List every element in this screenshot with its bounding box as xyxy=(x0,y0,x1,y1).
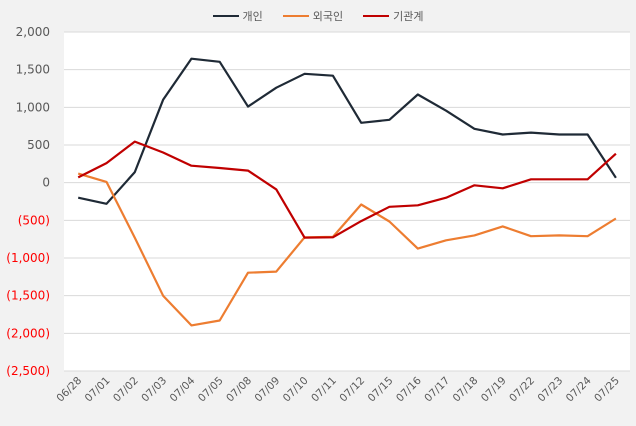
y-tick-label: (2,500) xyxy=(6,364,50,378)
x-tick-label: 07/23 xyxy=(535,375,565,405)
x-tick-label: 07/11 xyxy=(309,375,339,405)
series-line-외국인 xyxy=(77,172,617,327)
legend-swatch-icon xyxy=(212,15,239,17)
legend-label: 외국인 xyxy=(312,10,344,23)
legend-swatch-icon xyxy=(363,15,390,17)
y-tick-label: (500) xyxy=(18,213,50,227)
x-tick-label: 07/24 xyxy=(564,374,594,404)
x-tick-label: 07/04 xyxy=(168,374,198,404)
x-tick-label: 07/18 xyxy=(451,375,481,405)
legend-label: 기관계 xyxy=(393,10,424,23)
legend-item: 외국인 xyxy=(282,8,344,24)
y-tick-label: 1,500 xyxy=(16,63,50,77)
x-tick-label: 07/10 xyxy=(281,375,311,405)
y-tick-label: 2,000 xyxy=(16,25,50,39)
legend-label: 개인 xyxy=(242,10,263,23)
legend-swatch-icon xyxy=(282,15,309,17)
x-tick-label: 07/02 xyxy=(111,375,141,405)
x-tick-label: 07/17 xyxy=(422,375,452,405)
x-tick-label: 07/09 xyxy=(252,375,282,405)
x-tick-label: 07/22 xyxy=(507,375,537,405)
y-tick-label: (1,500) xyxy=(6,289,50,303)
y-tick-label: (1,000) xyxy=(6,251,50,265)
x-tick-label: 07/05 xyxy=(196,375,226,405)
series-line-기관계 xyxy=(77,140,617,239)
x-tick-label: 07/03 xyxy=(139,375,169,405)
x-tick-label: 07/08 xyxy=(224,375,254,405)
series-line-개인 xyxy=(77,57,617,205)
y-tick-label: (2,000) xyxy=(6,326,50,340)
x-tick-label: 07/16 xyxy=(394,374,424,404)
x-tick-label: 07/01 xyxy=(83,375,113,405)
y-tick-label: 500 xyxy=(27,138,50,152)
y-tick-label: 1,000 xyxy=(16,100,50,114)
x-tick-label: 07/25 xyxy=(592,375,622,405)
plot-area xyxy=(64,32,630,371)
x-tick-label: 07/15 xyxy=(366,375,396,405)
legend-item: 개인 xyxy=(212,8,263,24)
x-tick-label: 06/28 xyxy=(54,375,84,405)
chart-legend: 개인 외국인 기관계 xyxy=(0,8,636,24)
x-tick-label: 07/12 xyxy=(337,375,367,405)
x-tick-label: 07/19 xyxy=(479,375,509,405)
legend-item: 기관계 xyxy=(363,8,424,24)
y-tick-label: 0 xyxy=(42,176,50,190)
